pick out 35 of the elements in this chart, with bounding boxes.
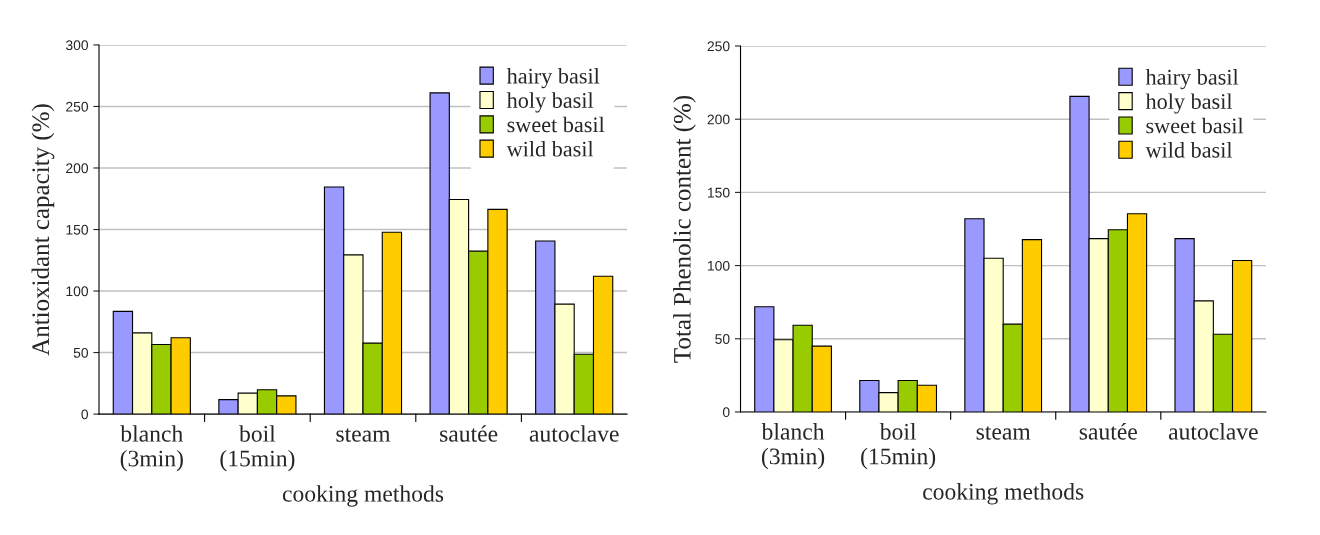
legend-label: hairy basil: [506, 67, 600, 89]
x-tick-label: sautée: [1079, 423, 1137, 440]
legend-label: sweet basil: [1146, 117, 1244, 134]
y-tick-label: 200: [707, 114, 730, 125]
x-tick-label: autoclave: [529, 425, 619, 442]
legend-label: holy basil: [506, 92, 594, 113]
x-tick-label: steam: [336, 428, 391, 442]
y-tick-label: 250: [66, 101, 89, 112]
y-tick-label: 250: [707, 41, 730, 52]
y-tick-label: 0: [722, 407, 730, 418]
x-axis-title: cooking methods: [923, 483, 1084, 505]
legend-label: hairy basil: [1145, 69, 1239, 90]
y-tick-label: 150: [66, 224, 89, 235]
x-tick-label: steam: [976, 426, 1031, 440]
x-tick-label: boil (15min): [861, 423, 936, 470]
y-tick-label: 50: [715, 334, 730, 344]
y-axis-title: Antioxidant capacity (%): [31, 104, 55, 356]
y-tick-label: 50: [73, 347, 89, 358]
legend-label: sweet basil: [507, 116, 605, 133]
x-tick-label: boil (15min): [220, 425, 295, 472]
legend-label: wild basil: [1145, 142, 1233, 158]
y-tick-label: 0: [81, 409, 89, 420]
x-tick-label: autoclave: [1168, 423, 1258, 440]
x-tick-label: blanch (3min): [120, 425, 183, 472]
x-axis-title: cooking methods: [282, 485, 444, 507]
y-tick-label: 100: [707, 260, 730, 271]
x-tick-label: blanch (3min): [761, 423, 825, 470]
legend-label: wild basil: [506, 140, 594, 157]
y-tick-label: 200: [66, 163, 89, 174]
y-tick-label: 300: [65, 40, 89, 51]
y-axis-title: Total Phenolic content (%): [673, 95, 696, 363]
y-tick-label: 100: [66, 286, 89, 297]
x-tick-label: sautée: [440, 425, 498, 442]
legend-label: holy basil: [1145, 93, 1233, 114]
y-tick-label: 150: [707, 187, 730, 198]
